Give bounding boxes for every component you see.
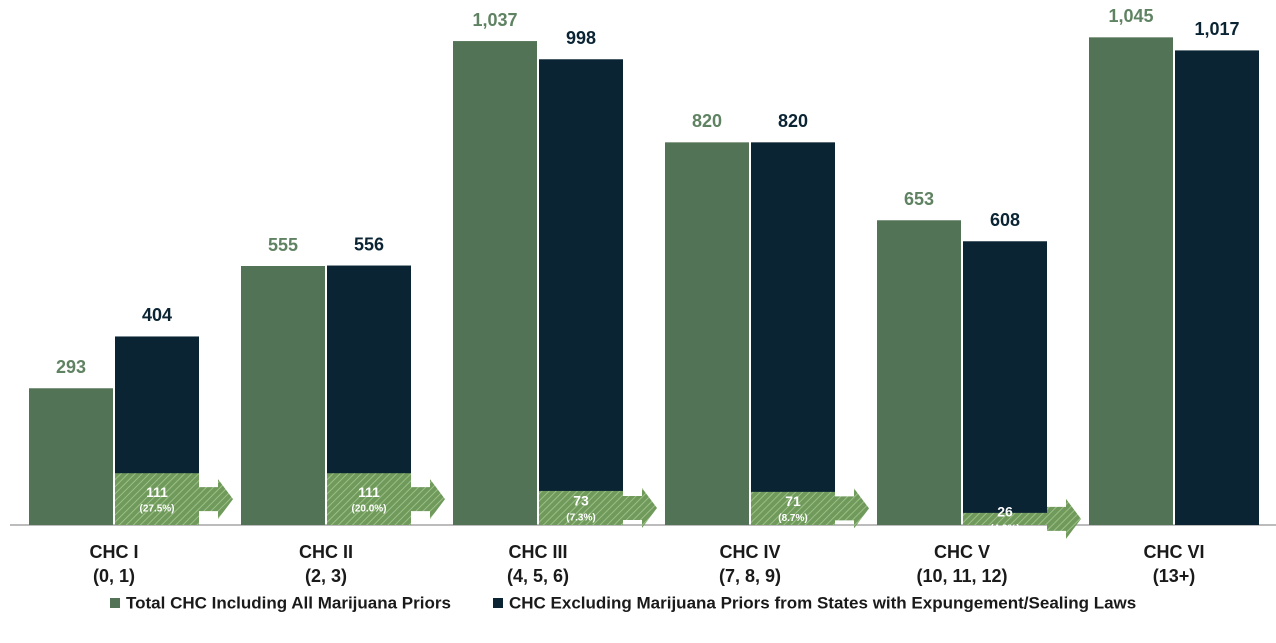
removed-label: 111 <box>358 484 380 500</box>
removed-label: 73 <box>573 493 589 509</box>
x-tick-label: (0, 1) <box>93 566 135 586</box>
removed-share: (20.0%) <box>351 504 386 515</box>
bar <box>1175 50 1259 526</box>
x-tick-label: CHC V <box>934 542 990 562</box>
bar <box>453 41 537 526</box>
bar <box>877 220 961 525</box>
value-label: 820 <box>692 111 722 131</box>
arrow <box>623 487 657 528</box>
legend-swatch <box>493 598 503 608</box>
removed-share: (7.3%) <box>566 513 595 524</box>
value-label: 556 <box>354 234 384 254</box>
removed-segment <box>963 512 1047 525</box>
x-tick-label: CHC I <box>90 542 139 562</box>
x-tick-label: (7, 8, 9) <box>719 566 781 586</box>
value-label: 608 <box>990 210 1020 230</box>
value-label: 820 <box>778 111 808 131</box>
bar <box>751 142 835 526</box>
removed-label: 26 <box>997 504 1013 520</box>
x-tick-label: (2, 3) <box>305 566 347 586</box>
value-label: 653 <box>904 189 934 209</box>
bar <box>665 142 749 526</box>
legend-label: Total CHC Including All Marijuana Priors <box>126 593 451 612</box>
removed-segment <box>751 491 835 525</box>
removed-segment <box>539 490 623 525</box>
x-tick-label: CHC VI <box>1143 542 1204 562</box>
bar <box>539 59 623 526</box>
removed-segment <box>115 473 199 525</box>
removed-segment <box>327 473 411 525</box>
x-tick-label: CHC II <box>299 542 353 562</box>
legend-label: CHC Excluding Marijuana Priors from Stat… <box>509 593 1136 612</box>
x-tick-label: CHC III <box>508 542 567 562</box>
arrow <box>199 479 233 520</box>
bar <box>241 266 325 525</box>
value-label: 293 <box>56 357 86 377</box>
value-label: 1,017 <box>1194 19 1239 39</box>
value-label: 404 <box>142 305 172 325</box>
value-label: 1,037 <box>472 10 517 30</box>
x-tick-label: CHC IV <box>719 542 780 562</box>
arrow <box>835 488 869 529</box>
removed-share: (8.7%) <box>778 513 807 524</box>
value-label: 1,045 <box>1108 6 1153 26</box>
removed-label: 111 <box>146 484 168 500</box>
legend-swatch <box>110 598 120 608</box>
removed-share: (27.5%) <box>139 504 174 515</box>
arrow <box>411 479 445 520</box>
x-tick-label: (13+) <box>1153 566 1196 586</box>
removed-label: 71 <box>785 493 801 509</box>
removed-share: (4.3%) <box>990 524 1019 535</box>
arrow <box>1047 498 1081 539</box>
value-label: 998 <box>566 28 596 48</box>
value-label: 555 <box>268 235 298 255</box>
x-tick-label: (10, 11, 12) <box>916 566 1007 586</box>
bar <box>963 241 1047 525</box>
x-tick-label: (4, 5, 6) <box>507 566 569 586</box>
bar <box>1089 37 1173 525</box>
bar <box>29 388 113 525</box>
